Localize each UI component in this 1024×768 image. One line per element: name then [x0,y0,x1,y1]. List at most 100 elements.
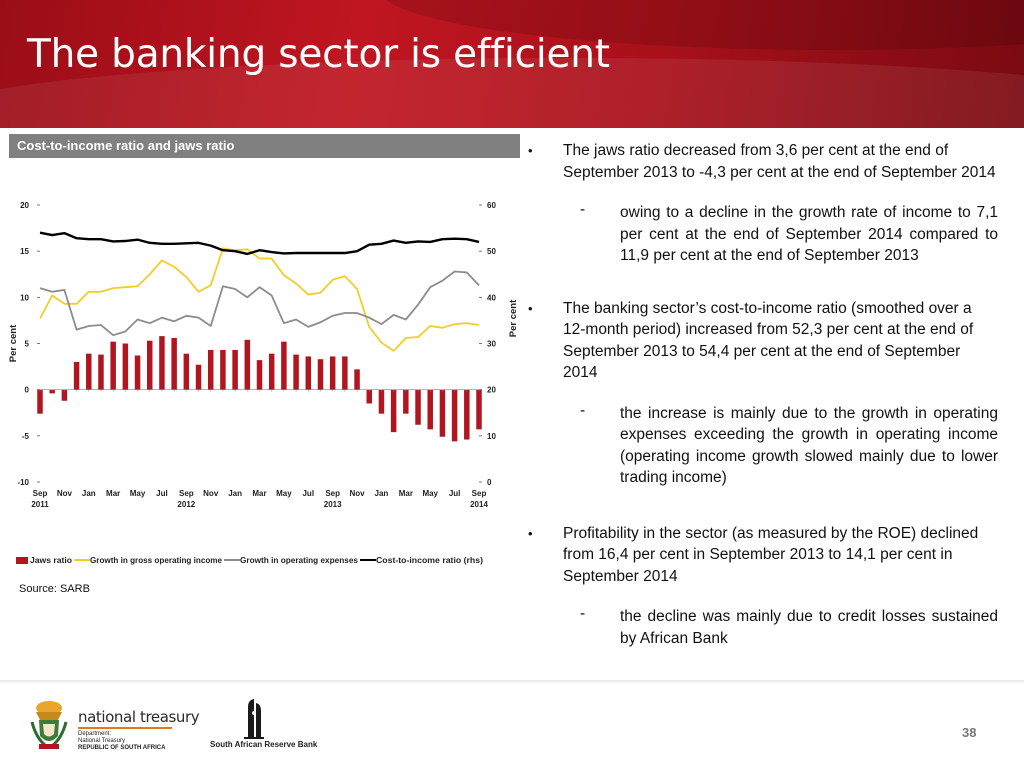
nt-line3: REPUBLIC OF SOUTH AFRICA [78,745,166,751]
x-tick-label: May [130,489,146,498]
page-number: 38 [962,725,977,740]
jaws-ratio-bar [110,341,116,390]
sub-bullet-item: - the decline was mainly due to credit l… [528,605,998,649]
sub-bullet-text: the decline was mainly due to credit los… [620,608,998,647]
x-tick-label: Nov [203,489,219,498]
bullet-item: • The banking sector’s cost-to-income ra… [528,298,998,384]
x-tick-label: May [422,489,438,498]
y-right-tick-label: 0 [487,478,492,487]
x-tick-label: Jan [375,489,389,498]
jaws-ratio-bar [293,354,299,390]
x-tick-label: Jul [302,489,314,498]
jaws-ratio-bar [183,353,190,390]
jaws-ratio-bar [354,369,360,390]
nt-name: national treasury [78,708,200,726]
jaws-ratio-bar [317,359,324,390]
x-tick-year-label: 2014 [470,500,488,509]
x-tick-label: Nov [349,489,365,498]
nt-rule [78,727,172,729]
jaws-ratio-bar [403,389,409,414]
sub-bullet-text: the increase is mainly due to the growth… [620,404,998,487]
jaws-ratio-bar [37,389,43,414]
y-right-tick-label: 20 [487,386,496,395]
jaws-ratio-bar [220,349,226,390]
jaws-ratio-chart: -10 -5 0 5 10 15 20 0 10 20 30 40 50 60 Per cent Per ce… [8,201,519,565]
y-left-tick-label: 0 [25,386,30,395]
jaws-ratio-bar [73,361,80,390]
x-tick-label: Jul [449,489,461,498]
jaws-ratio-bar [366,389,372,404]
jaws-ratio-bar [159,336,165,390]
y-left-tick-label: -5 [22,432,30,441]
bullet-list: • The jaws ratio decreased from 3,6 per … [528,140,998,649]
y-left-tick-label: 10 [20,293,29,302]
jaws-ratio-bar [464,389,470,440]
legend-label: Growth in operating expenses [240,555,358,565]
x-tick-label: Sep [325,489,340,498]
jaws-ratio-bar [268,353,275,390]
x-tick-label: Mar [399,489,413,498]
x-tick-year-label: 2013 [324,500,342,509]
x-tick-label: Nov [57,489,73,498]
y-left-tick-label: -10 [17,478,29,487]
y-right-tick-label: 60 [487,201,496,210]
jaws-ratio-bar [390,389,397,433]
bullet-symbol: • [528,525,533,541]
bullet-text: The banking sector’s cost-to-income rati… [563,299,974,382]
sub-bullet-item: - the increase is mainly due to the grow… [528,401,998,489]
jaws-ratio-bar [476,389,482,430]
bullet-item: • Profitability in the sector (as measur… [528,523,998,588]
sub-bullet-symbol: - [580,201,586,218]
source-note: Source: SARB [19,583,90,595]
y-left-tick-label: 20 [20,201,29,210]
legend-label: Cost-to-income ratio (rhs) [376,555,483,565]
bullet-symbol: • [528,300,533,316]
national-treasury-logo: national treasury Department: National T… [78,708,200,752]
y-right-tick-label: 10 [487,432,496,441]
coat-of-arms-logo [30,701,68,749]
slide-title: The banking sector is efficient [27,32,610,77]
bullet-text: The jaws ratio decreased from 3,6 per ce… [563,142,996,181]
jaws-ratio-bar [305,356,312,390]
sub-bullet-symbol: - [580,605,586,622]
sub-bullet-symbol: - [580,401,586,419]
jaws-ratio-bar [451,389,458,442]
nt-line2: National Treasury [78,738,126,744]
y-left-tick-label: 15 [20,247,29,256]
chart-label: Cost-to-income ratio and jaws ratio [9,134,520,158]
jaws-ratio-bar [439,389,446,437]
cost-to-income-line [39,231,480,256]
jaws-ratio-bar [342,356,348,390]
operating-income-growth-line [39,247,480,352]
sub-bullet-item: - owing to a decline in the growth rate … [528,201,998,267]
x-tick-label: May [276,489,292,498]
x-tick-label: Sep [33,489,48,498]
jaws-ratio-bar [171,337,177,390]
x-tick-label: Sep [179,489,194,498]
jaws-ratio-bar [281,341,287,390]
jaws-ratio-bar [147,340,153,390]
header-decoration [0,58,1024,128]
footer-divider [0,680,1024,684]
y-right-tick-label: 30 [487,340,496,349]
x-tick-label: Jul [156,489,168,498]
operating-expenses-growth-line [39,270,480,337]
x-tick-label: Jan [228,489,242,498]
y-right-axis-title: Per cent [508,299,519,337]
jaws-ratio-bar [329,356,336,390]
nt-line1: Department: [78,731,112,737]
jaws-ratio-bar [207,349,214,390]
jaws-ratio-bar [98,354,104,390]
y-right-tick-label: 50 [487,247,496,256]
x-tick-year-label: 2011 [31,500,49,509]
y-right-tick-label: 40 [487,293,496,302]
bullet-item: • The jaws ratio decreased from 3,6 per … [528,140,998,183]
legend-swatch [16,557,28,564]
x-tick-label: Sep [472,489,487,498]
jaws-ratio-bar [134,355,141,390]
sarb-logo-text: South African Reserve Bank [210,740,318,749]
jaws-ratio-bar [415,389,421,425]
y-left-axis-title: Per cent [8,324,19,362]
x-tick-label: Mar [106,489,120,498]
x-tick-label: Jan [82,489,96,498]
